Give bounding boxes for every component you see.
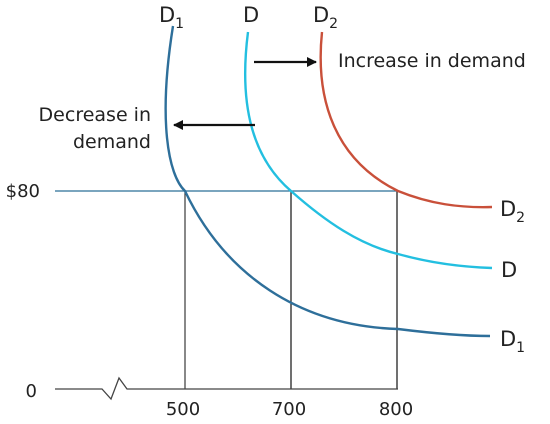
- y-tick-80: $80: [6, 181, 40, 202]
- label-d1-top: D1: [159, 3, 184, 32]
- demand-curve-d: [244, 31, 493, 270]
- label-d-right: D: [501, 258, 517, 282]
- demand-curve-d2: [319, 31, 493, 209]
- increase-annotation: Increase in demand: [338, 50, 526, 72]
- label-d-top: D: [243, 3, 259, 27]
- x-tick-800: 800: [379, 399, 413, 420]
- label-d1-right: D1: [500, 327, 525, 356]
- demand-curve-d1: [164, 25, 491, 338]
- x-tick-700: 700: [272, 399, 306, 420]
- decrease-annotation-line2: demand: [73, 131, 151, 153]
- decrease-annotation-line1: Decrease in: [39, 104, 151, 126]
- x-tick-500: 500: [166, 399, 200, 420]
- origin-label: 0: [26, 381, 37, 402]
- label-d2-top: D2: [313, 3, 338, 32]
- label-d2-right: D2: [500, 197, 525, 226]
- x-axis-line: [55, 376, 398, 401]
